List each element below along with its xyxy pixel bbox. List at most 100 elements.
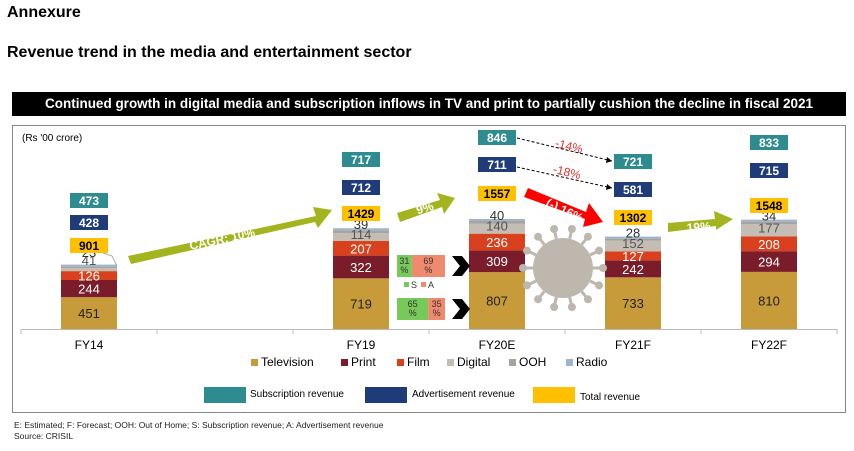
dashed-change-line [516,166,613,189]
segment-label: 126 [78,269,100,284]
chevron-right-icon [452,299,470,319]
bar-segment-ooh [605,238,661,241]
legend-label: Television [261,355,314,369]
mix-bar-subscription [397,298,429,320]
footnote: E: Estimated; F: Forecast; OOH: Out of H… [14,420,384,430]
bar-segment-ooh [333,230,389,233]
advertisement-revenue-value: 712 [351,181,371,195]
segment-label: 114 [351,227,372,242]
virus-spike-tip [522,281,531,290]
mix-bar-subscription [397,255,412,277]
segment-label: 152 [622,236,644,251]
bar-segment-digital [605,240,661,252]
total-revenue-box [70,238,108,253]
bar-segment-film [61,271,117,281]
bar-segment-ooh [61,266,117,269]
dashed-change-line [516,137,613,162]
segment-label: 177 [758,220,780,235]
segment-label: 127 [622,249,644,264]
subscription-revenue-box [478,130,516,145]
bar-segment-radio [741,219,797,222]
segment-label: 719 [350,297,372,312]
subscription-revenue-value: 717 [351,153,371,167]
segment-label: 140 [486,219,508,234]
segment-label: 810 [758,293,780,308]
total-revenue-box [750,198,788,213]
segment-label: 733 [622,296,644,311]
bar-segment-film [333,241,389,256]
virus-spike-tip [550,225,559,234]
advertisement-revenue-value: 715 [759,164,779,178]
stacked-bars: 4512441264123719322207114398073092361404… [61,208,797,329]
virus-spike-tip [583,295,592,304]
bar-segment-radio [61,264,117,267]
bar-segment-ooh [469,220,525,224]
advertisement-revenue-value: 581 [623,183,643,197]
growth-arrow-9pct [397,193,455,222]
page-title: Revenue trend in the media and entertain… [7,44,412,61]
arrowhead [606,157,612,163]
mix-bar-advertisement [411,255,445,277]
mix-legend-swatch-a [421,282,426,287]
x-tick-label: FY22F [751,338,787,352]
legend-swatch [509,359,516,367]
mix-bar-label: % [433,308,441,318]
arrowhead [606,184,612,190]
growth-arrow-decline [524,188,603,227]
bar-segment-ooh [741,221,797,225]
advertisement-revenue-box [478,157,516,172]
bar-segment-television [333,278,389,329]
virus-spike-tip [583,232,592,241]
total-revenue-value: 1557 [484,187,511,201]
segment-label: 451 [78,306,100,321]
virus-spike-tip [522,246,531,255]
legend-item-ooh: OOH [509,355,546,369]
bar-segment-digital [469,223,525,234]
bar-segment-digital [741,224,797,237]
subscription-revenue-box [342,152,380,167]
advertisement-revenue-box [70,215,108,230]
legend-item-radio: Radio [566,355,607,369]
mix-bar-label: % [400,265,408,275]
total-revenue-box [478,186,516,201]
segment-label: 294 [758,255,780,270]
legend-label-advertisement: Advertisement revenue [412,389,515,400]
legend-item-film: Film [397,355,430,369]
bar-segment-film [605,251,661,261]
bar-segment-television [61,297,117,329]
legend-item-television: Television [251,355,314,369]
subscription-revenue-box [614,154,652,169]
advertisement-revenue-value: 711 [487,158,507,172]
virus-spike-tip [595,246,604,255]
legend-label: Radio [576,355,608,369]
bar-segment-print [61,280,117,298]
mix-bar-advertisement [428,298,445,320]
unit-label: (Rs '00 crore) [22,133,83,144]
subscription-revenue-value: 721 [623,155,643,169]
mix-bar-label: % [424,265,432,275]
legend-label: Film [407,355,430,369]
legend-item-print: Print [341,355,376,369]
mix-bar-label: % [409,308,417,318]
legend-label-total: Total revenue [580,392,641,403]
legend-swatch [397,359,404,367]
leader-line [96,250,118,267]
virus-spike-tip [550,302,559,311]
virus-spike-tip [519,264,527,272]
growth-arrow-label: CAGR: 10% [188,225,256,253]
change-label: -14% [554,136,585,156]
segment-label: 807 [486,294,508,309]
virus-body [533,238,593,298]
bar-segment-radio [333,228,389,231]
annotations: CAGR: 10%9% (-) 16%19%-14%-18%31%69%65%35… [128,136,733,320]
segment-label: 41 [82,253,96,268]
mix-bar-label: 65 [408,299,418,309]
segment-label: 242 [622,262,644,277]
x-tick-label: FY14 [75,338,104,352]
virus-spike-tip [567,302,576,311]
legend-swatch-total [533,387,575,403]
legend-label: Print [351,355,376,369]
legend-swatch [251,359,258,367]
bar-segment-radio [469,218,525,221]
bar-segment-digital [61,268,117,272]
